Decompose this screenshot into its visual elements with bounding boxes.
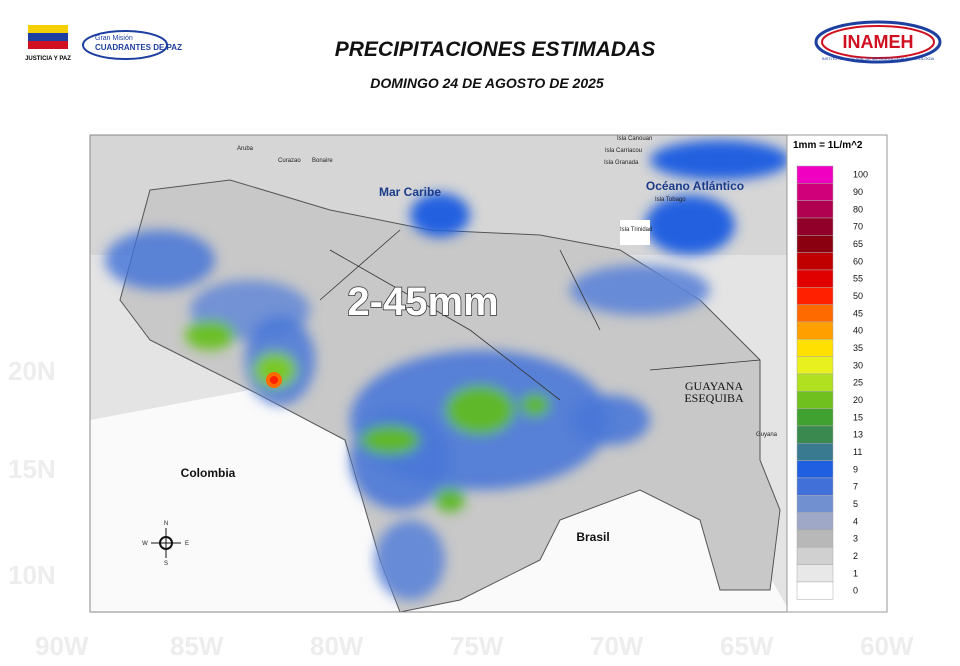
country-label: ESEQUIBA bbox=[684, 391, 744, 405]
legend-swatch bbox=[796, 391, 834, 409]
sea-label: Océano Atlántico bbox=[646, 179, 744, 193]
legend-value: 2 bbox=[853, 551, 858, 561]
legend-value: 45 bbox=[853, 308, 863, 318]
island-label: Aruba bbox=[237, 146, 254, 152]
country-label: GUAYANA bbox=[685, 379, 744, 393]
legend-value: 80 bbox=[853, 204, 863, 214]
legend-value: 15 bbox=[853, 412, 863, 422]
legend-swatch bbox=[796, 269, 834, 288]
legend-value: 50 bbox=[853, 291, 863, 301]
legend-value: 100 bbox=[853, 170, 868, 180]
legend-value: 11 bbox=[853, 447, 862, 457]
legend-swatch bbox=[796, 165, 834, 184]
legend-swatch bbox=[796, 460, 834, 479]
legend-value: 35 bbox=[853, 343, 863, 353]
island-label: Isla Canouan bbox=[617, 136, 652, 142]
legend-swatch bbox=[796, 564, 834, 583]
legend-value: 70 bbox=[853, 222, 863, 232]
logo-justicia: JUSTICIA Y PAZ bbox=[25, 25, 71, 62]
subtitle: DOMINGO 24 DE AGOSTO DE 2025 bbox=[370, 75, 604, 91]
legend-value: 65 bbox=[853, 239, 863, 249]
legend-value: 30 bbox=[853, 360, 863, 370]
legend-value: 4 bbox=[853, 516, 858, 526]
legend-swatch bbox=[796, 287, 834, 305]
legend-value: 9 bbox=[853, 464, 858, 474]
country-label: Colombia bbox=[181, 466, 236, 480]
logo-text: INAMEH bbox=[843, 32, 914, 52]
legend-title: 1mm = 1L/m^2 bbox=[793, 140, 863, 151]
logo-text: Gran Misión bbox=[95, 35, 133, 42]
legend-swatch bbox=[796, 425, 834, 444]
legend-value: 5 bbox=[853, 499, 858, 509]
lon-label: 85W bbox=[170, 631, 224, 661]
island-label: Isla Tobago bbox=[655, 197, 686, 203]
logo-inameh: INAMEH INSTITUTO NACIONAL DE METEOROLOGÍ… bbox=[814, 20, 942, 64]
logo-text: JUSTICIA Y PAZ bbox=[25, 56, 71, 62]
legend-value: 40 bbox=[853, 326, 863, 336]
lat-label: 10N bbox=[8, 560, 56, 590]
range-label: 2-45mm bbox=[347, 280, 498, 324]
compass-label: E bbox=[185, 541, 189, 547]
legend-swatch bbox=[796, 547, 834, 565]
lon-label: 80W bbox=[310, 631, 364, 661]
legend-swatch bbox=[796, 529, 834, 548]
legend-swatch bbox=[796, 512, 834, 531]
legend-swatch bbox=[796, 373, 834, 392]
lat-label: 20N bbox=[8, 356, 56, 386]
legend-swatch bbox=[796, 252, 834, 271]
island-label: Isla Trinidad bbox=[620, 227, 652, 233]
legend-swatch bbox=[796, 304, 834, 323]
legend-swatch bbox=[796, 356, 834, 375]
legend: 1009080706560555045403530252015131197543… bbox=[796, 165, 868, 600]
lon-label: 90W bbox=[35, 631, 89, 661]
island-label: Bonaire bbox=[312, 158, 333, 164]
legend-swatch bbox=[796, 581, 834, 600]
logo-cuadrantes: Gran Misión CUADRANTES DE PAZ bbox=[82, 30, 182, 60]
logo-text: CUADRANTES DE PAZ bbox=[95, 43, 182, 52]
lon-label: 70W bbox=[590, 631, 644, 661]
compass: N S E W bbox=[142, 521, 189, 567]
island-label: Curazao bbox=[278, 158, 301, 164]
lon-label: 65W bbox=[720, 631, 774, 661]
lon-label: 75W bbox=[450, 631, 504, 661]
compass-label: S bbox=[164, 561, 168, 567]
logo-text: INSTITUTO NACIONAL DE METEOROLOGÍA E HID… bbox=[822, 56, 935, 61]
legend-swatch bbox=[796, 477, 834, 496]
legend-value: 20 bbox=[853, 395, 863, 405]
country-label: Brasil bbox=[576, 530, 609, 544]
legend-value: 3 bbox=[853, 534, 858, 544]
place-label: Guyana bbox=[756, 432, 778, 438]
legend-swatch bbox=[796, 443, 834, 461]
legend-value: 0 bbox=[853, 586, 858, 596]
lat-label: 15N bbox=[8, 454, 56, 484]
legend-value: 55 bbox=[853, 274, 863, 284]
island-label: Isla Carriacou bbox=[605, 148, 642, 154]
legend-value: 90 bbox=[853, 187, 863, 197]
legend-swatch bbox=[796, 217, 834, 236]
compass-label: N bbox=[164, 521, 168, 527]
legend-value: 60 bbox=[853, 256, 863, 266]
compass-label: W bbox=[142, 541, 148, 547]
legend-value: 1 bbox=[853, 568, 858, 578]
legend-swatch bbox=[796, 183, 834, 201]
legend-value: 25 bbox=[853, 378, 863, 388]
legend-value: 13 bbox=[853, 430, 863, 440]
legend-swatch bbox=[796, 200, 834, 219]
legend-value: 7 bbox=[853, 482, 858, 492]
legend-swatch bbox=[796, 495, 834, 513]
legend-swatch bbox=[796, 321, 834, 340]
legend-swatch bbox=[796, 339, 834, 357]
watermark: 20N 15N 10N 90W 85W 80W 75W 70W 65W 60W bbox=[8, 356, 914, 661]
legend-swatch bbox=[796, 408, 834, 427]
sea-label: Mar Caribe bbox=[379, 185, 441, 199]
title: PRECIPITACIONES ESTIMADAS bbox=[335, 38, 655, 61]
lon-label: 60W bbox=[860, 631, 914, 661]
legend-swatch bbox=[796, 235, 834, 253]
map bbox=[90, 135, 790, 612]
island-label: Isla Granada bbox=[604, 160, 639, 166]
